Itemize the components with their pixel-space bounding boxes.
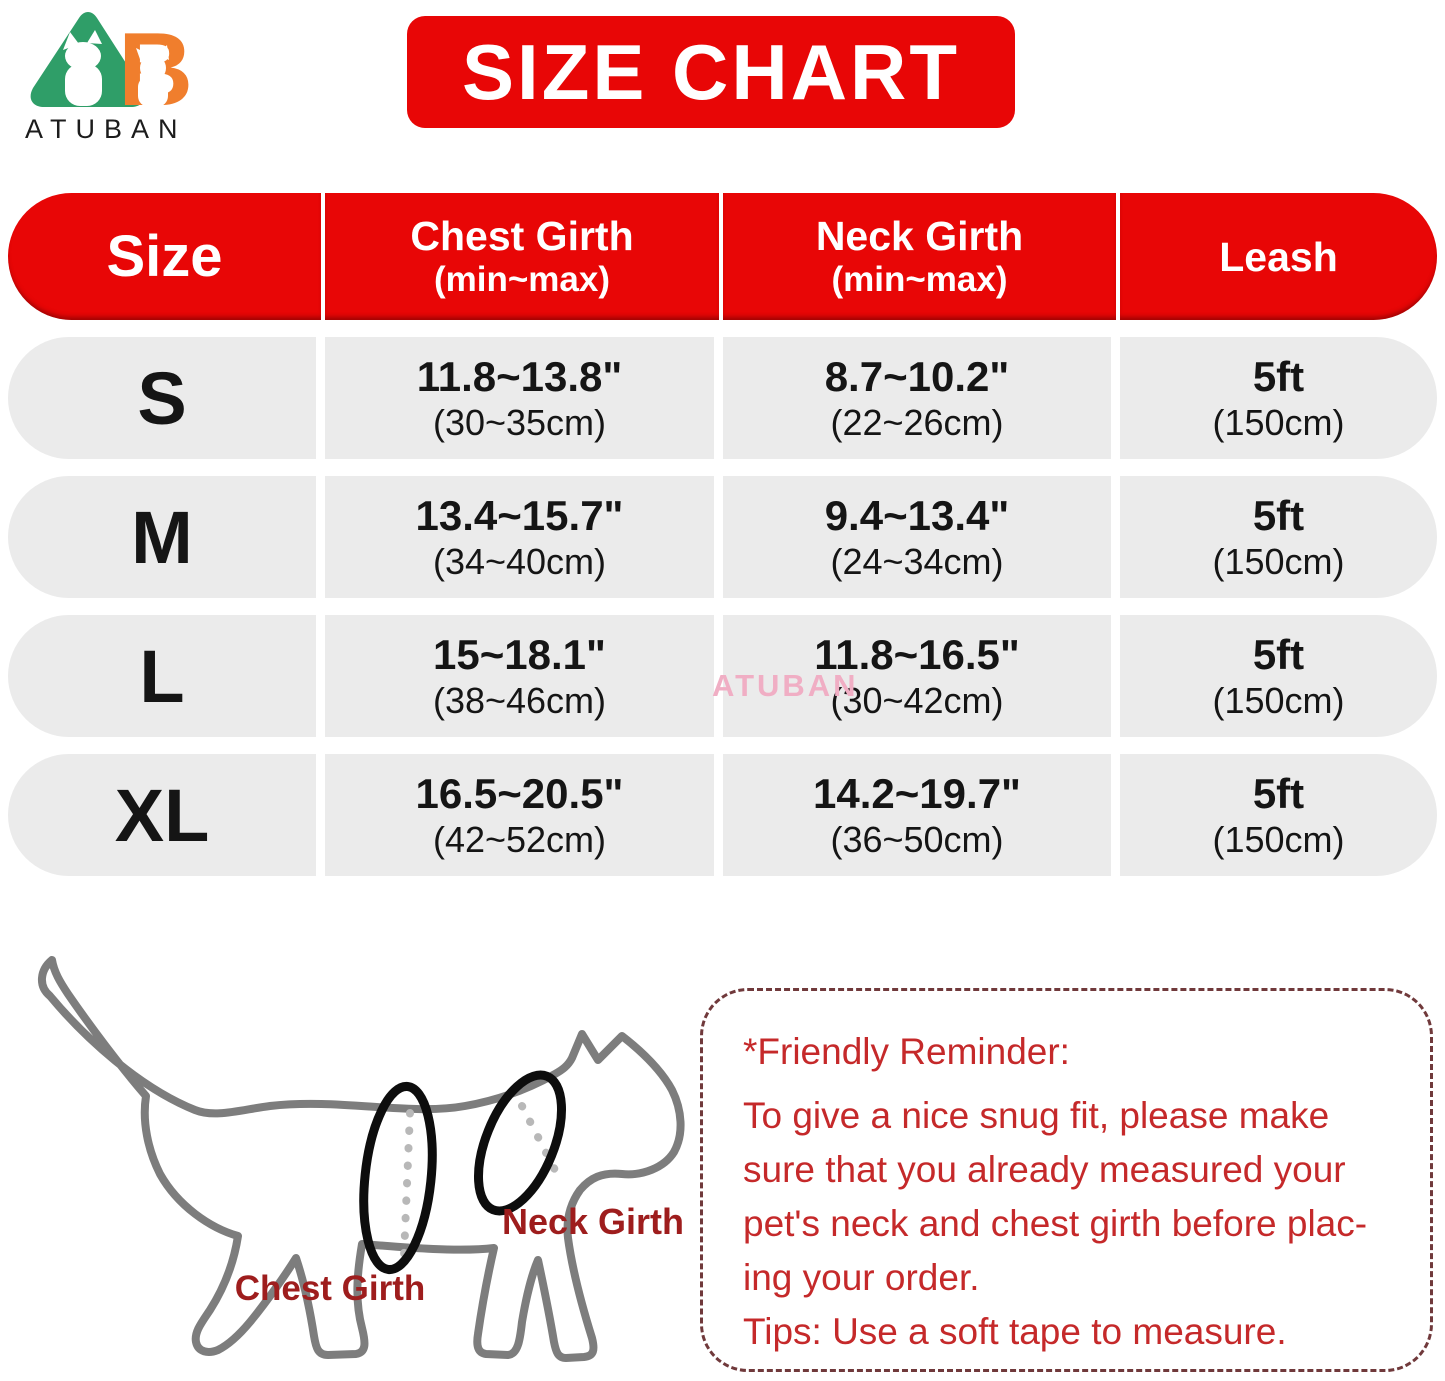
leash-cell: 5ft (150cm) <box>1120 615 1437 737</box>
table-row-m: M 13.4~15.7" (34~40cm) 9.4~13.4" (24~34c… <box>8 476 1437 598</box>
reminder-line: To give a nice snug fit, please make <box>743 1095 1330 1136</box>
table-row-l: L 15~18.1" (38~46cm) 11.8~16.5" (30~42cm… <box>8 615 1437 737</box>
title-banner: SIZE CHART <box>407 16 1015 128</box>
cat-outline <box>38 956 685 1362</box>
header-chest-girth: Chest Girth (min~max) <box>325 193 723 320</box>
chest-dotted-line <box>400 1109 414 1260</box>
size-cell: XL <box>8 754 325 876</box>
friendly-reminder-box: *Friendly Reminder: To give a nice snug … <box>700 988 1433 1372</box>
neck-cell: 8.7~10.2" (22~26cm) <box>723 337 1120 459</box>
header-size: Size <box>8 193 325 320</box>
chest-cell: 11.8~13.8" (30~35cm) <box>325 337 723 459</box>
leash-cell: 5ft (150cm) <box>1120 476 1437 598</box>
neck-girth-ring <box>474 1070 566 1216</box>
reminder-line: *Friendly Reminder: <box>743 1031 1070 1072</box>
brand-name: ATUBAN <box>25 114 187 144</box>
leash-cell: 5ft (150cm) <box>1120 337 1437 459</box>
chest-cell: 13.4~15.7" (34~40cm) <box>325 476 723 598</box>
neck-cell: 11.8~16.5" (30~42cm) <box>723 615 1120 737</box>
table-row-s: S 11.8~13.8" (30~35cm) 8.7~10.2" (22~26c… <box>8 337 1437 459</box>
chest-girth-label: Chest Girth <box>235 1269 426 1308</box>
size-table: Size Chest Girth (min~max) Neck Girth (m… <box>8 193 1437 893</box>
header-leash: Leash <box>1120 193 1437 320</box>
neck-cell: 9.4~13.4" (24~34cm) <box>723 476 1120 598</box>
size-cell: M <box>8 476 325 598</box>
watermark-text: ATUBAN <box>712 668 859 703</box>
brand-logo: B ATUBAN <box>25 10 215 144</box>
chest-girth-ring <box>359 1081 437 1275</box>
page-title: SIZE CHART <box>462 27 960 116</box>
cat-measure-diagram: Chest Girth Neck Girth <box>38 956 685 1362</box>
chest-cell: 16.5~20.5" (42~52cm) <box>325 754 723 876</box>
leash-cell: 5ft (150cm) <box>1120 754 1437 876</box>
table-row-xl: XL 16.5~20.5" (42~52cm) 14.2~19.7" (36~5… <box>8 754 1437 876</box>
chest-cell: 15~18.1" (38~46cm) <box>325 615 723 737</box>
reminder-line: Tips: Use a soft tape to measure. <box>743 1311 1287 1352</box>
reminder-line: ing your order. <box>743 1257 980 1298</box>
size-cell: S <box>8 337 325 459</box>
brand-logo-icon: B <box>30 12 193 128</box>
header-neck-girth: Neck Girth (min~max) <box>723 193 1120 320</box>
reminder-line: sure that you already measured your <box>743 1149 1346 1190</box>
neck-cell: 14.2~19.7" (36~50cm) <box>723 754 1120 876</box>
size-cell: L <box>8 615 325 737</box>
table-header-row: Size Chest Girth (min~max) Neck Girth (m… <box>8 193 1437 320</box>
neck-dotted-line <box>518 1102 560 1176</box>
reminder-line: pet's neck and chest girth before plac- <box>743 1203 1368 1244</box>
neck-girth-label: Neck Girth <box>502 1201 684 1242</box>
